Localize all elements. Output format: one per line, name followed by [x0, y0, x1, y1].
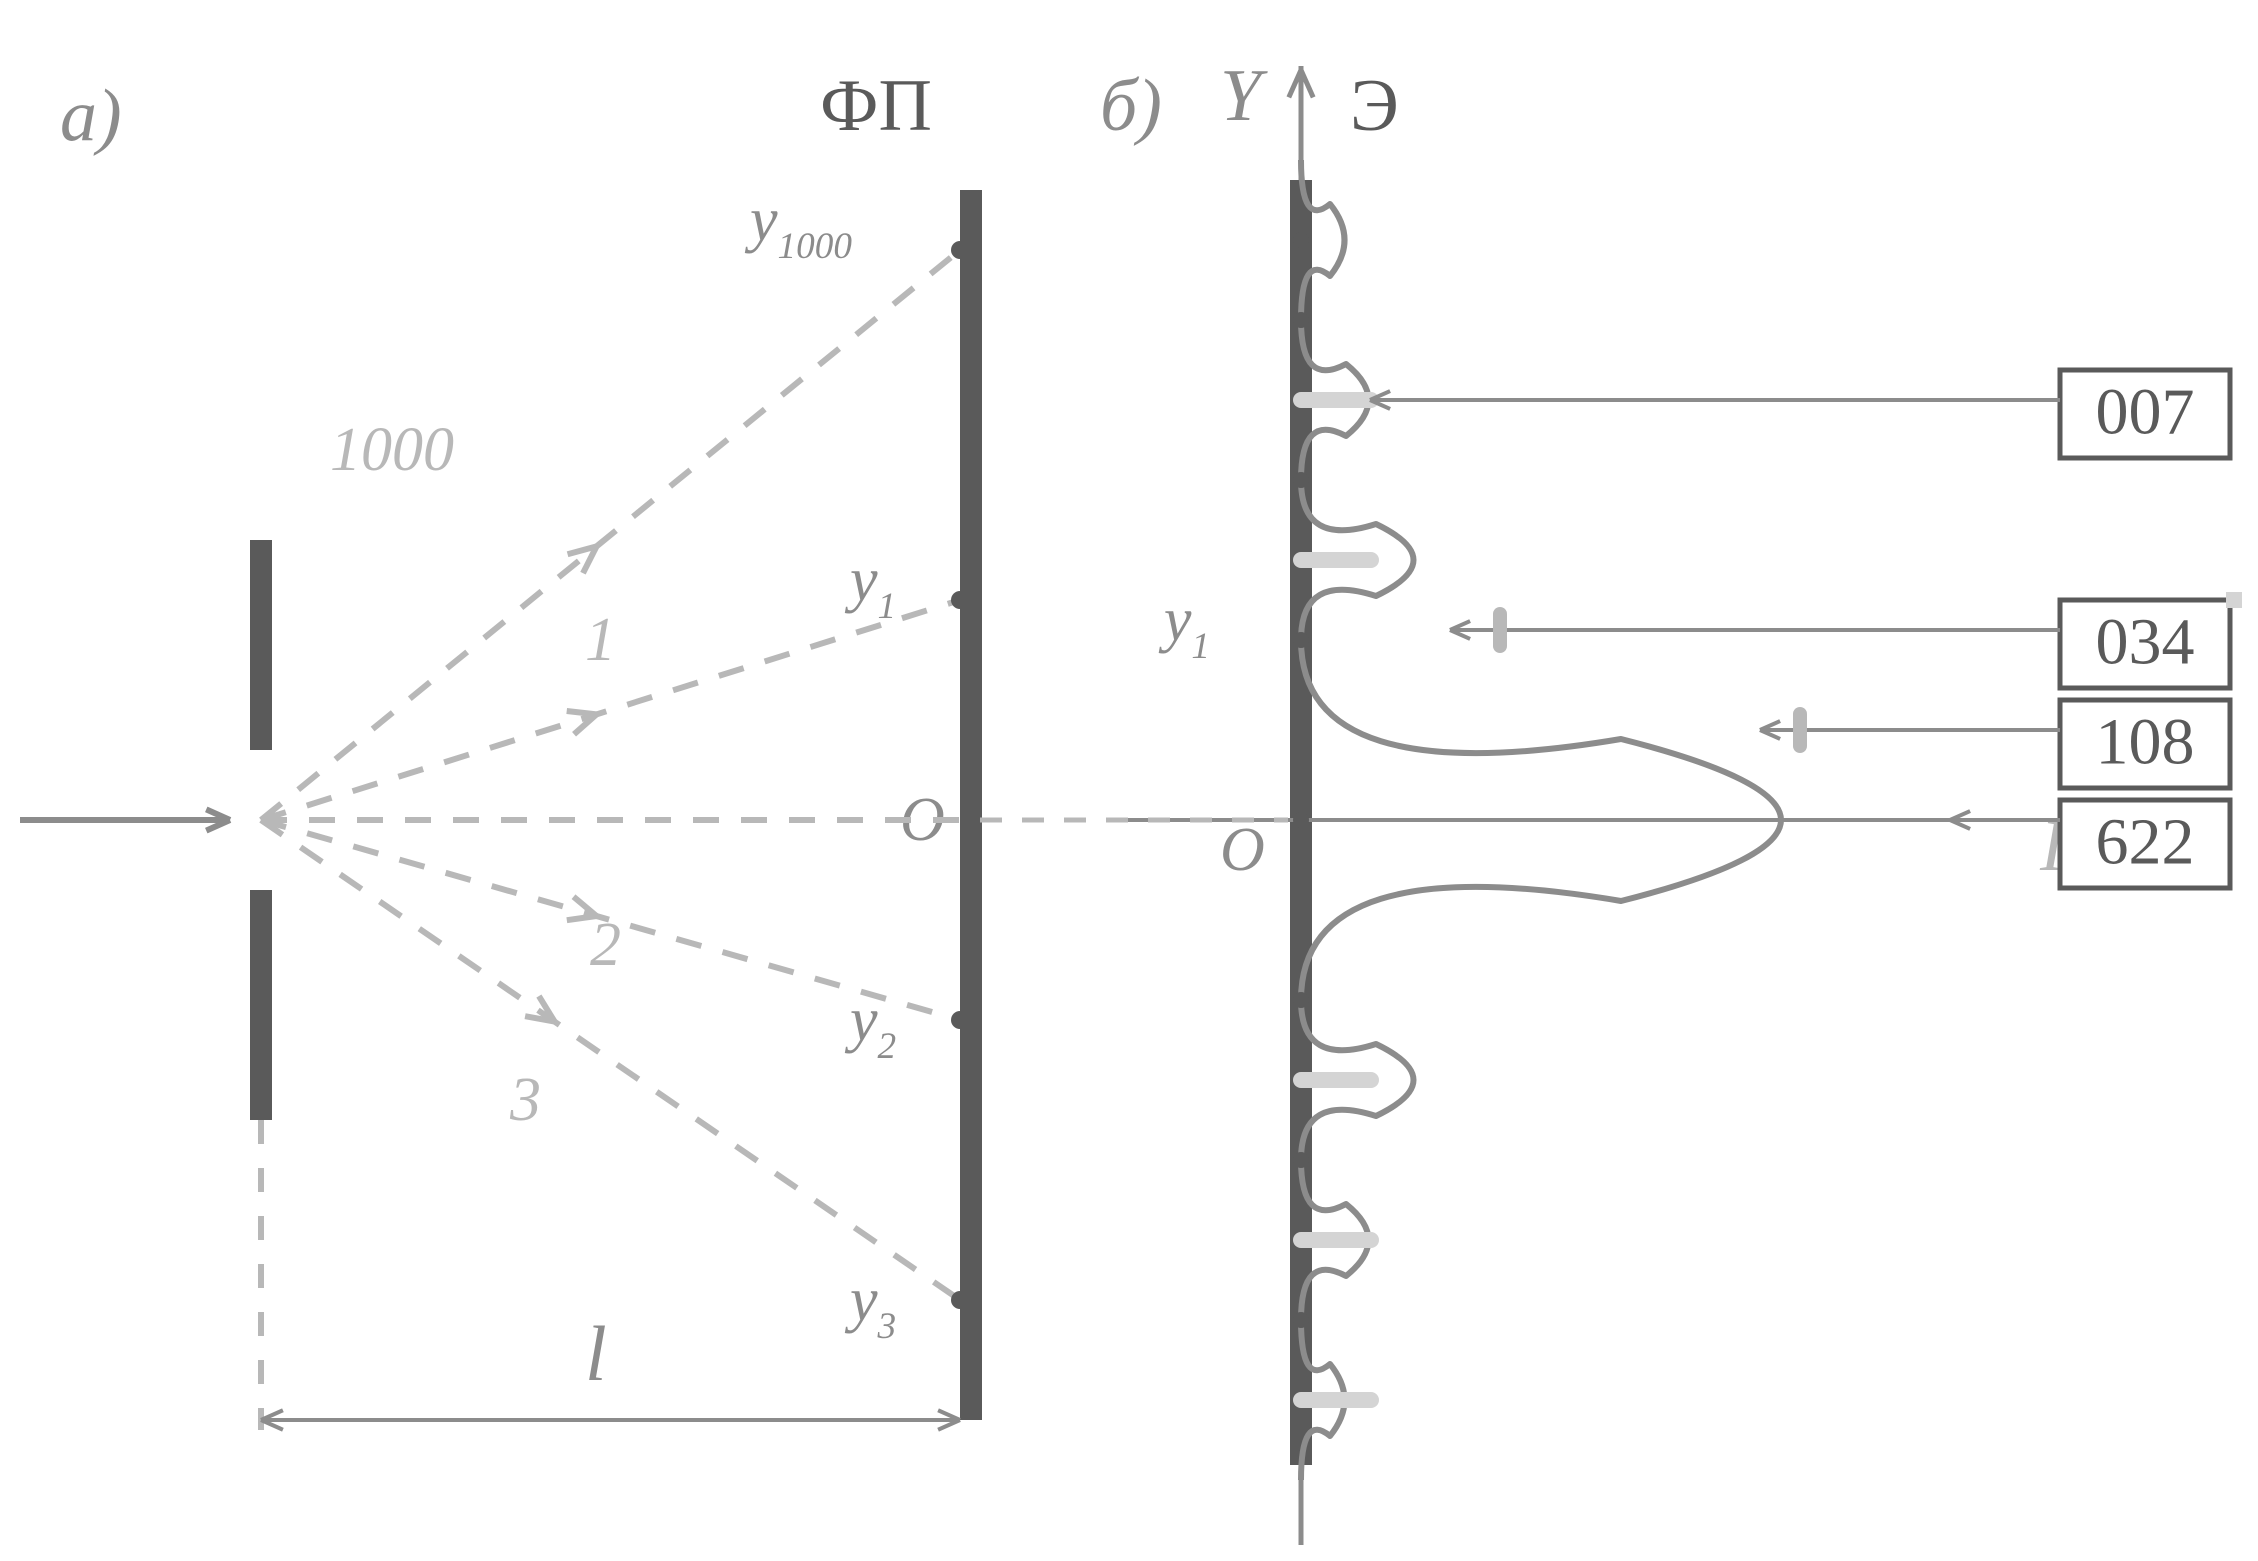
- svg-text:l: l: [585, 1310, 607, 1397]
- svg-text:007: 007: [2096, 375, 2195, 448]
- svg-text:y1: y1: [844, 546, 896, 627]
- svg-text:y3: y3: [844, 1266, 896, 1347]
- svg-text:y2: y2: [844, 986, 896, 1067]
- svg-text:622: 622: [2096, 805, 2195, 878]
- svg-text:ФП: ФП: [820, 65, 932, 147]
- svg-text:y1: y1: [1158, 586, 1210, 667]
- svg-text:y1000: y1000: [744, 186, 852, 267]
- svg-text:а): а): [60, 75, 122, 157]
- svg-text:1: 1: [585, 606, 616, 674]
- svg-text:3: 3: [509, 1066, 541, 1134]
- svg-text:2: 2: [590, 911, 621, 979]
- svg-text:Э: Э: [1350, 65, 1399, 147]
- svg-text:Y: Y: [1220, 55, 1268, 137]
- svg-text:б): б): [1100, 65, 1162, 147]
- svg-text:108: 108: [2096, 705, 2195, 778]
- svg-text:1000: 1000: [330, 416, 454, 484]
- svg-text:034: 034: [2096, 605, 2195, 678]
- svg-text:O: O: [1220, 816, 1265, 884]
